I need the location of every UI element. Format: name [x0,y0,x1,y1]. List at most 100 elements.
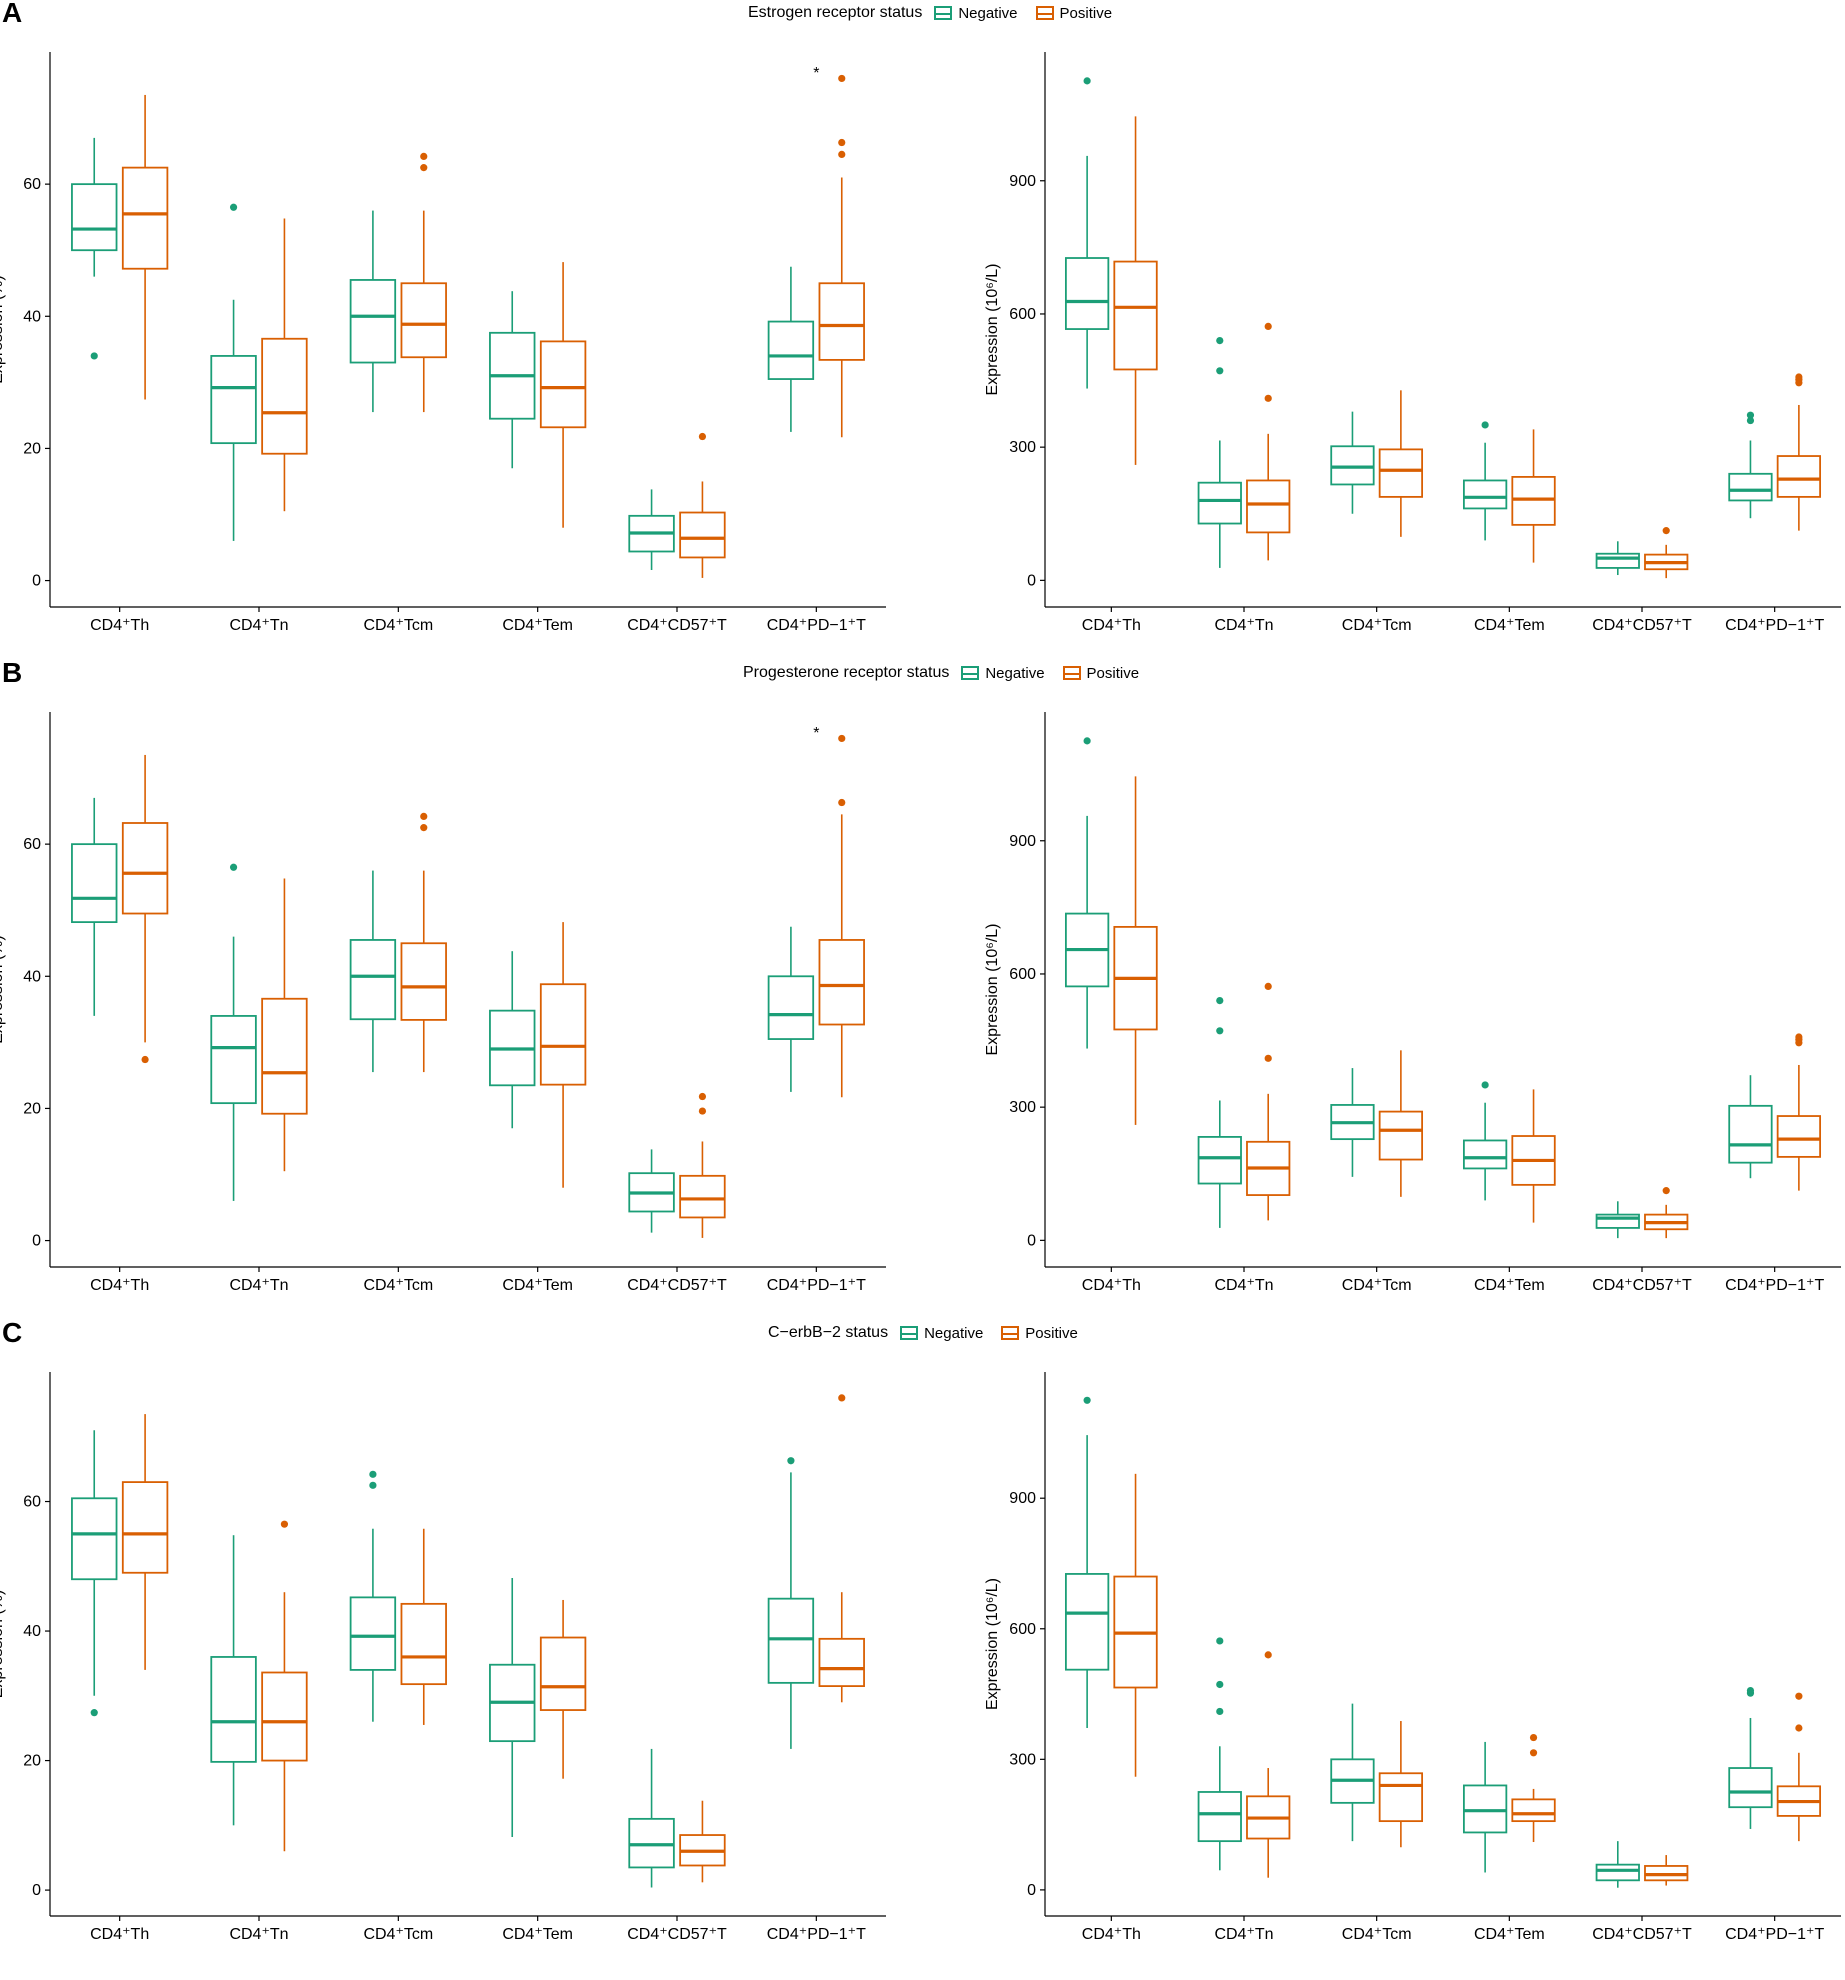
outlier-point [1529,1749,1538,1757]
outlier-point [838,138,846,147]
x-tick-label: CD4⁺PD−1⁺T [1725,1926,1824,1943]
box-cd4tcm-positive [1378,1721,1424,1848]
box-cd4pd-1t-negative [767,926,815,1092]
box-cd4cd57t-negative [1595,1201,1640,1239]
y-tick-label: 0 [32,573,41,590]
box-cd4tcm-negative [349,210,397,413]
x-tick-label: CD4⁺Tn [1214,1277,1273,1294]
y-tick-label: 40 [23,308,41,325]
box-body [71,843,118,924]
box-cd4tn-positive [1246,322,1291,561]
legend-item-negative: Negative [961,664,1045,682]
box-body [1197,1791,1242,1843]
count-boxplot: 0 300 600 900 Expression (10⁶/L) CD4⁺Th CD4⁺Tn… [984,52,1841,634]
outlier-point [1795,1692,1803,1700]
box-body [210,1015,257,1105]
box-body [1776,1115,1822,1158]
box-body [1776,455,1822,498]
x-tick-label: CD4⁺Th [1082,1277,1141,1294]
y-axis-title: Expression (10⁶/L) [984,1578,1001,1710]
x-tick-label: CD4⁺CD57⁺T [627,617,727,634]
box-cd4tem-negative [489,1577,536,1837]
box-cd4cd57t-positive [679,432,726,578]
x-tick-label: CD4⁺Tn [1214,1926,1273,1943]
box-cd4cd57t-negative [1595,1841,1640,1888]
outlier-point [1746,411,1755,419]
outlier-point [1795,373,1803,381]
outlier-point [1216,1027,1224,1035]
legend: Progesterone receptor status Negative Po… [743,660,1157,686]
box-cd4pd-1t-negative [767,266,815,432]
box-cd4tn-positive [1246,1651,1291,1878]
x-tick-label: CD4⁺Th [90,1277,149,1294]
negative-key-icon [900,1326,919,1340]
x-tick-label: CD4⁺Tcm [363,1926,433,1943]
box-body [349,939,397,1021]
box-cd4th-positive [1113,1473,1158,1777]
box-cd4th-negative [1064,737,1110,1049]
legend: C−erbB−2 status Negative Positive [768,1320,1096,1346]
x-tick-label: CD4⁺PD−1⁺T [767,1277,866,1294]
legend-item-positive: Positive [1062,665,1139,682]
box-body [539,983,587,1086]
negative-key-icon [961,666,980,680]
x-tick-label: CD4⁺PD−1⁺T [1725,617,1824,634]
box-cd4cd57t-positive [679,1092,726,1238]
x-tick-label: CD4⁺Th [1082,1926,1141,1943]
outlier-point [1216,367,1224,375]
box-body [400,1602,447,1686]
box-cd4cd57t-negative [1595,541,1640,576]
y-tick-label: 40 [23,968,41,985]
y-tick-label: 60 [23,176,41,193]
box-cd4cd57t-positive [679,1800,726,1883]
x-tick-label: CD4⁺Tem [502,1277,573,1294]
box-body [349,1596,397,1671]
box-body [1511,476,1556,526]
box-cd4tcm-positive [1378,390,1424,537]
box-cd4th-negative [1064,1396,1110,1728]
legend-label-negative: Negative [985,664,1045,682]
outlier-point [229,203,238,211]
box-cd4tn-positive [261,218,308,512]
box-body [71,1497,118,1581]
outlier-point [420,824,428,832]
box-cd4tem-negative [489,291,536,469]
box-cd4tn-negative [210,863,257,1201]
box-body [121,1481,169,1574]
y-tick-label: 600 [1009,306,1036,323]
y-axis-title: Expression (%) [0,935,6,1043]
x-tick-label: CD4⁺Tem [502,617,573,634]
box-cd4tcm-positive [400,152,447,413]
y-tick-label: 300 [1009,1099,1036,1116]
box-cd4cd57t-negative [628,1149,675,1233]
box-cd4th-positive [121,94,169,400]
box-cd4pd-1t-positive [818,74,865,438]
outlier-point [280,1520,289,1528]
box-body [121,822,169,915]
y-tick-label: 20 [23,440,41,457]
x-tick-label: CD4⁺Tem [1474,617,1545,634]
box-body [1378,448,1424,498]
legend-title: C−erbB−2 status [768,1324,889,1341]
box-body [1728,1767,1773,1809]
y-tick-label: 60 [23,1494,41,1511]
x-tick-label: CD4⁺Tcm [363,617,433,634]
outlier-point [369,1470,377,1478]
y-tick-label: 40 [23,1623,41,1640]
box-cd4pd-1t-positive [818,1394,865,1703]
box-cd4tem-negative [1462,1081,1508,1201]
outlier-point [229,863,238,871]
panel-b: B Progesterone receptor status Negative … [0,657,1845,1320]
box-body [1462,1784,1508,1834]
y-tick-label: 300 [1009,1751,1036,1768]
box-body [261,1671,308,1762]
outlier-point [1746,416,1755,425]
y-tick-label: 20 [23,1753,41,1770]
box-body [1197,1136,1242,1185]
legend-item-positive: Positive [1035,5,1112,22]
x-tick-label: CD4⁺Tem [1474,1926,1545,1943]
y-tick-label: 0 [32,1233,41,1250]
box-cd4th-positive [121,1414,169,1670]
outlier-point [1216,1707,1224,1716]
box-body [1378,1772,1424,1823]
